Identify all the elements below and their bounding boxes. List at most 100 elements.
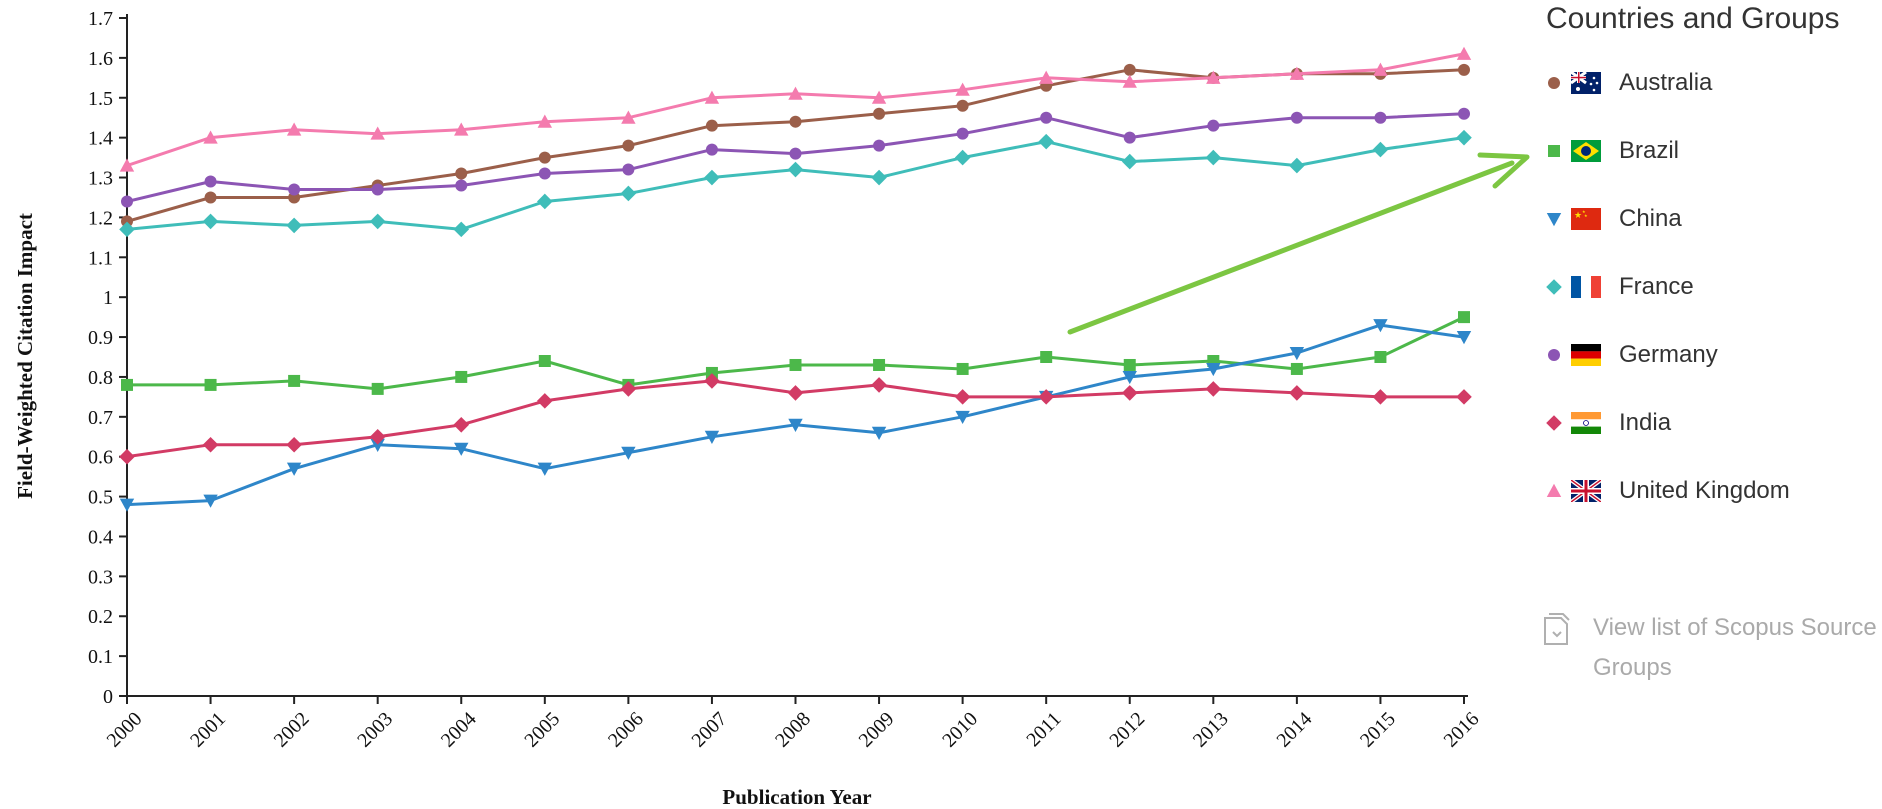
data-point[interactable]: [789, 115, 802, 128]
data-point[interactable]: [202, 213, 219, 230]
data-point[interactable]: [1040, 111, 1053, 124]
legend-item-china[interactable]: ★ ★ ★ China: [1543, 199, 1682, 239]
data-point[interactable]: [286, 462, 302, 476]
data-point[interactable]: [454, 122, 469, 136]
data-point[interactable]: [453, 221, 470, 238]
data-point[interactable]: [121, 195, 133, 208]
data-point[interactable]: [121, 378, 133, 391]
legend-item-france[interactable]: France: [1543, 267, 1694, 307]
data-point[interactable]: [871, 377, 887, 393]
data-point[interactable]: [704, 169, 720, 186]
data-point[interactable]: [954, 389, 971, 405]
data-point[interactable]: [369, 428, 386, 445]
data-point[interactable]: [1123, 131, 1136, 144]
data-point[interactable]: [454, 442, 469, 456]
data-point[interactable]: [1372, 141, 1389, 158]
data-point[interactable]: [1456, 389, 1472, 405]
data-point[interactable]: [1123, 358, 1136, 371]
data-point[interactable]: [873, 107, 886, 120]
data-point[interactable]: [203, 130, 218, 144]
data-point[interactable]: [538, 151, 551, 164]
legend-item-india[interactable]: India: [1543, 403, 1671, 443]
data-point[interactable]: [121, 215, 133, 228]
data-point[interactable]: [1289, 66, 1305, 80]
data-point[interactable]: [1121, 153, 1138, 170]
data-point[interactable]: [871, 90, 887, 104]
data-point[interactable]: [1205, 381, 1222, 397]
data-point[interactable]: [789, 358, 802, 371]
data-point[interactable]: [537, 462, 553, 476]
data-point[interactable]: [369, 213, 386, 230]
data-point[interactable]: [621, 110, 636, 124]
data-point[interactable]: [202, 436, 219, 453]
legend-item-brazil[interactable]: Brazil: [1543, 131, 1679, 171]
data-point[interactable]: [705, 366, 718, 379]
data-point[interactable]: [1205, 149, 1222, 166]
data-point[interactable]: [119, 498, 135, 512]
data-point[interactable]: [1456, 129, 1472, 146]
data-point[interactable]: [705, 119, 718, 132]
data-point[interactable]: [371, 382, 384, 395]
data-point[interactable]: [787, 385, 804, 401]
data-point[interactable]: [871, 169, 887, 186]
data-point[interactable]: [1122, 370, 1137, 385]
data-point[interactable]: [1372, 389, 1389, 405]
data-point[interactable]: [288, 183, 301, 196]
data-point[interactable]: [537, 114, 553, 128]
data-point[interactable]: [787, 161, 804, 178]
data-point[interactable]: [288, 374, 301, 387]
view-link-line-1[interactable]: View list of Scopus Source: [1593, 614, 1877, 641]
data-point[interactable]: [119, 158, 135, 172]
data-point[interactable]: [1123, 63, 1136, 76]
data-point[interactable]: [204, 191, 217, 204]
data-point[interactable]: [1038, 70, 1054, 84]
data-point[interactable]: [955, 82, 970, 96]
data-point[interactable]: [1206, 362, 1221, 377]
data-point[interactable]: [286, 436, 302, 453]
data-point[interactable]: [1206, 70, 1221, 84]
data-point[interactable]: [453, 417, 470, 433]
data-point[interactable]: [1290, 111, 1303, 124]
data-point[interactable]: [1038, 389, 1054, 405]
data-point[interactable]: [873, 358, 886, 371]
data-point[interactable]: [873, 139, 886, 152]
data-point[interactable]: [1374, 111, 1387, 124]
data-point[interactable]: [1207, 119, 1220, 132]
data-point[interactable]: [1373, 62, 1388, 76]
data-point[interactable]: [955, 410, 970, 425]
data-point[interactable]: [455, 179, 468, 192]
data-point[interactable]: [371, 183, 384, 196]
legend-item-united-kingdom[interactable]: United Kingdom: [1543, 471, 1790, 511]
legend-item-germany[interactable]: Germany: [1543, 335, 1718, 375]
data-point[interactable]: [620, 185, 637, 202]
data-point[interactable]: [704, 90, 720, 104]
view-link-text[interactable]: View list of Scopus Source Groups: [1593, 608, 1877, 688]
data-point[interactable]: [1290, 362, 1303, 375]
data-point[interactable]: [286, 122, 302, 136]
data-point[interactable]: [620, 381, 637, 397]
data-point[interactable]: [1038, 133, 1054, 150]
data-point[interactable]: [203, 494, 218, 508]
data-point[interactable]: [705, 143, 718, 156]
data-point[interactable]: [1458, 63, 1470, 76]
data-point[interactable]: [1374, 351, 1387, 363]
view-link-line-2[interactable]: Groups: [1593, 654, 1672, 681]
data-point[interactable]: [370, 126, 385, 140]
data-point[interactable]: [956, 362, 969, 375]
data-point[interactable]: [538, 167, 551, 180]
legend-item-australia[interactable]: Australia: [1543, 63, 1712, 103]
data-point[interactable]: [956, 99, 969, 112]
data-point[interactable]: [704, 430, 720, 444]
data-point[interactable]: [956, 127, 969, 140]
data-point[interactable]: [537, 193, 553, 210]
data-point[interactable]: [789, 147, 802, 160]
data-point[interactable]: [954, 149, 971, 166]
data-point[interactable]: [538, 354, 551, 367]
data-point[interactable]: [704, 373, 720, 389]
data-point[interactable]: [622, 139, 635, 152]
data-point[interactable]: [1289, 347, 1305, 361]
data-point[interactable]: [1458, 107, 1470, 120]
data-point[interactable]: [1040, 351, 1053, 363]
data-point[interactable]: [1289, 385, 1305, 401]
data-point[interactable]: [788, 86, 803, 100]
